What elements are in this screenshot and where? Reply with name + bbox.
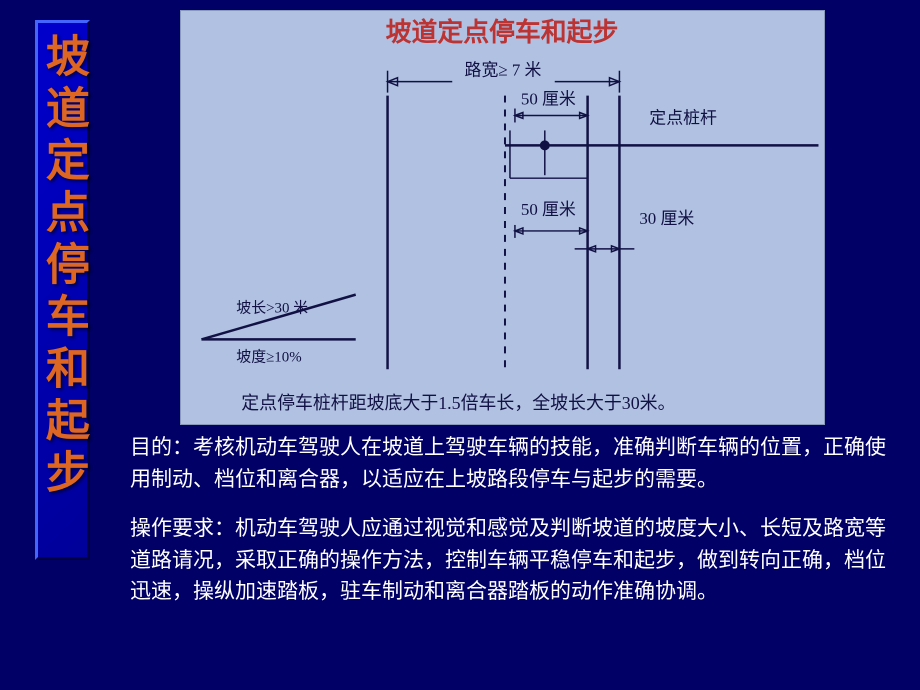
purpose-paragraph: 目的：考核机动车驾驶人在坡道上驾驶车辆的技能，准确判断车辆的位置，正确使用制动、… [130, 432, 890, 495]
fifty-cm-top-label: 50 厘米 [521, 90, 576, 109]
sidebar-title-text: 坡道定点停车和起步 [36, 33, 89, 501]
road-width-label: 路宽≥ 7 米 [465, 61, 542, 80]
body-text-block: 目的：考核机动车驾驶人在坡道上驾驶车辆的技能，准确判断车辆的位置，正确使用制动、… [130, 432, 890, 626]
marker-pole-label: 定点桩杆 [649, 108, 717, 127]
operation-paragraph: 操作要求：机动车驾驶人应通过视觉和感觉及判断坡道的坡度大小、长短及路宽等道路请况… [130, 513, 890, 608]
diagram-image: 坡道定点停车和起步 路宽≥ 7 米 50 厘米 定点桩杆 50 厘米 [180, 10, 825, 425]
fifty-cm-bottom-label: 50 厘米 [521, 200, 576, 219]
thirty-cm-label: 30 厘米 [639, 209, 694, 228]
hill-start-diagram-svg: 坡道定点停车和起步 路宽≥ 7 米 50 厘米 定点桩杆 50 厘米 [181, 11, 824, 424]
slope-grade-label: 坡度≥10% [236, 348, 301, 365]
slope-length-label: 坡长>30 米 [236, 300, 308, 317]
diagram-title: 坡道定点停车和起步 [386, 17, 619, 47]
sidebar-title-block: 坡道定点停车和起步 [35, 20, 90, 560]
diagram-caption: 定点停车桩杆距坡底大于1.5倍车长，全坡长大于30米。 [241, 393, 675, 413]
